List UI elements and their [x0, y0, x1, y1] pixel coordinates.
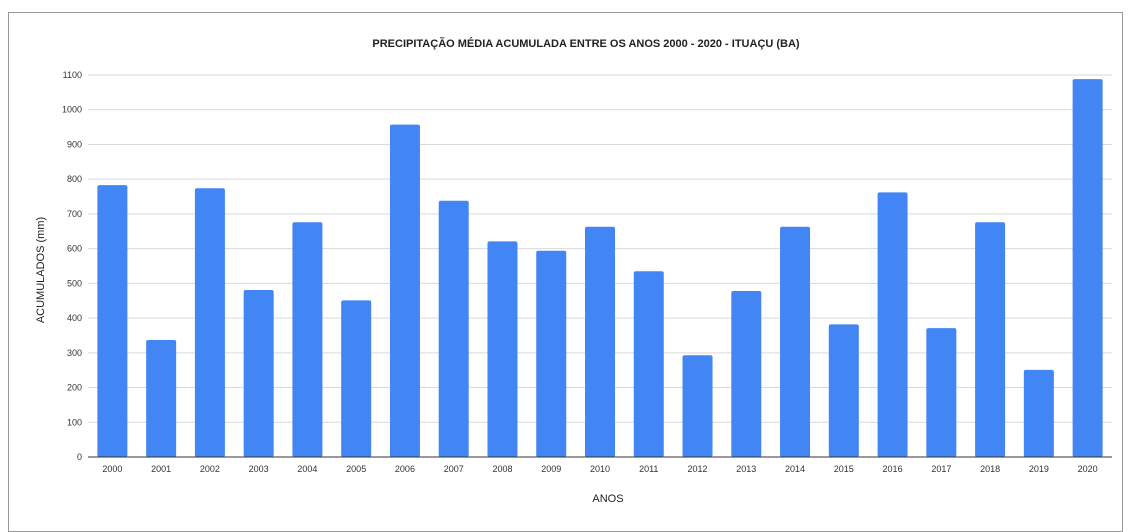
- x-axis-label: ANOS: [592, 493, 623, 505]
- y-tick-label: 1100: [63, 70, 82, 80]
- y-tick-label: 0: [77, 452, 82, 462]
- bar-2010: [585, 226, 615, 457]
- bar-2003: [243, 289, 274, 457]
- x-tick-label: 2010: [590, 464, 610, 474]
- bar-2015: [828, 324, 859, 457]
- x-tick-label: 2002: [200, 464, 220, 474]
- bar-2016: [877, 192, 908, 458]
- bar-2017: [926, 328, 957, 457]
- y-tick-label: 600: [67, 244, 82, 254]
- bar-2006: [389, 124, 420, 457]
- x-tick-label: 2000: [102, 464, 122, 474]
- bar-2020: [1072, 79, 1103, 458]
- y-tick-label: 900: [67, 139, 82, 149]
- bar-2008: [487, 241, 518, 457]
- bar-2000: [97, 185, 128, 457]
- y-tick-label: 800: [67, 174, 82, 184]
- x-tick-label: 2003: [249, 464, 269, 474]
- x-tick-label: 2018: [980, 464, 1000, 474]
- bar-2014: [780, 226, 811, 457]
- x-tick-label: 2006: [395, 464, 415, 474]
- y-tick-label: 1000: [62, 105, 82, 115]
- x-tick-label: 2009: [541, 464, 561, 474]
- bar-2005: [341, 300, 372, 457]
- bar-2009: [536, 250, 567, 457]
- y-tick-label: 300: [67, 348, 82, 358]
- y-tick-label: 500: [67, 278, 82, 288]
- bar-2002: [194, 188, 225, 457]
- bar-2019: [1023, 369, 1054, 457]
- x-axis-ticks: 2000 2001 2002 2003 2004 2005 2006 2007 2008 2009…: [102, 464, 1097, 474]
- x-tick-label: 2013: [736, 464, 756, 474]
- x-tick-label: 2008: [492, 464, 512, 474]
- x-tick-label: 2017: [931, 464, 951, 474]
- x-tick-label: 2004: [297, 464, 317, 474]
- x-tick-label: 2014: [785, 464, 805, 474]
- bar-2007: [438, 200, 469, 458]
- bar-2012: [682, 355, 713, 457]
- bar-2018: [975, 222, 1006, 457]
- x-tick-label: 2011: [639, 464, 658, 474]
- x-tick-label: 2012: [688, 464, 708, 474]
- y-axis-ticks: 0 100 200 300 400 500 600 700 800 900 1000 1100: [62, 70, 82, 462]
- x-tick-label: 2016: [883, 464, 903, 474]
- chart-title: PRECIPITAÇÃO MÉDIA ACUMULADA ENTRE OS AN…: [372, 37, 800, 50]
- y-tick-label: 200: [67, 383, 82, 393]
- bar-2013: [731, 291, 762, 457]
- x-tick-label: 2001: [151, 464, 171, 474]
- y-axis-label: ACUMULADOS (mm): [35, 217, 47, 323]
- bar-2004: [292, 222, 323, 457]
- x-tick-label: 2020: [1078, 464, 1098, 474]
- y-tick-label: 400: [67, 313, 82, 323]
- x-tick-label: 2015: [834, 464, 854, 474]
- bar-2011: [633, 271, 664, 457]
- y-tick-label: 700: [67, 209, 82, 219]
- x-tick-label: 2019: [1029, 464, 1049, 474]
- y-tick-label: 100: [67, 417, 82, 427]
- bar-2001: [146, 339, 177, 457]
- x-tick-label: 2005: [346, 464, 366, 474]
- bars: [97, 79, 1103, 458]
- x-tick-label: 2007: [444, 464, 464, 474]
